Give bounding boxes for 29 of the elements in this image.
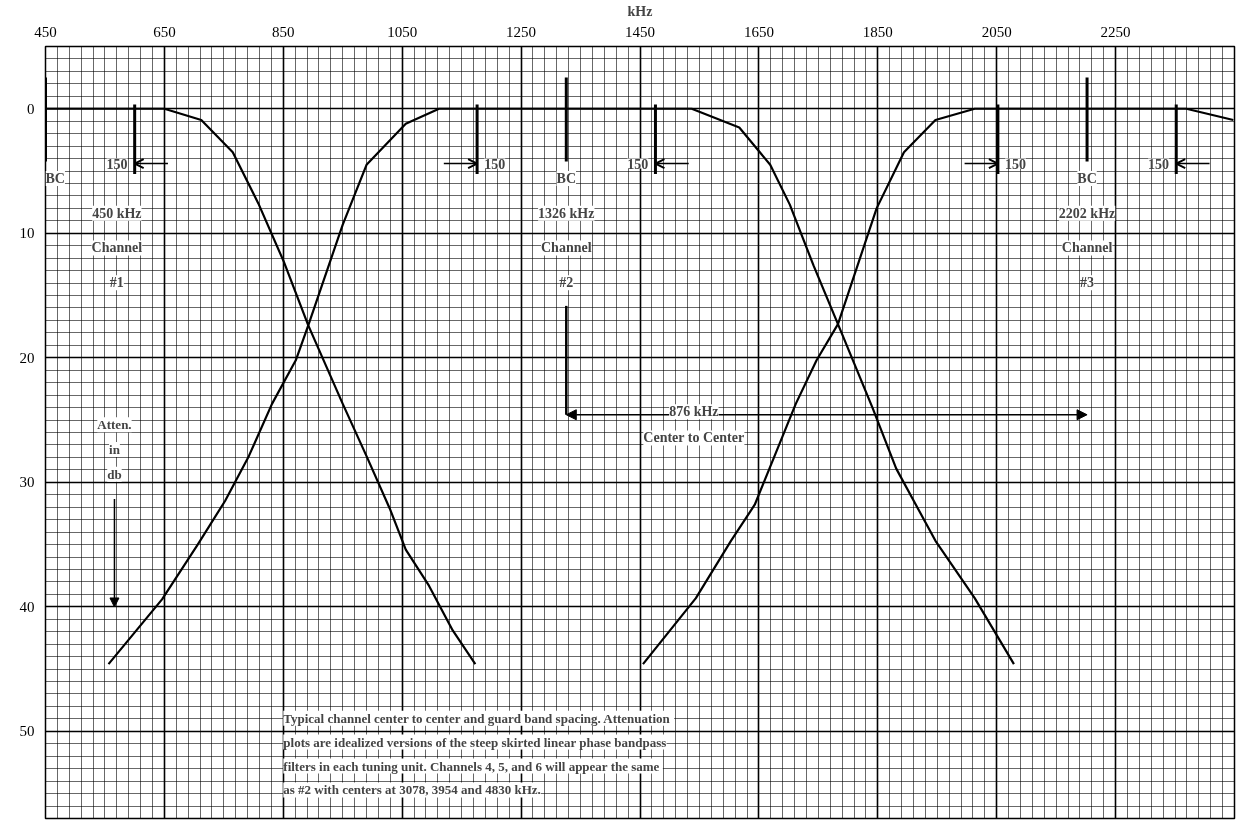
text: BC 2202 kHz Channel #3 (1058, 171, 1116, 291)
y-axis-title: Atten. in db (97, 417, 132, 482)
y-tick-label: 20 (19, 349, 35, 366)
x-tick-label: 2250 (1100, 23, 1131, 40)
x-axis-title: kHz (627, 3, 653, 19)
text: BC 450 kHz Channel #1 (45, 171, 143, 291)
x-tick-label: 1650 (743, 23, 774, 40)
x-tick-label: 450 (34, 23, 57, 40)
annotation: Typical channel center to center and guard band spacing. Attenuation plots are idealized versions of the steep skirted linear phase bandpass filters in each tuning unit. Channels 4, 5, and 6 will appear the same as #2 with centers at 3078, 3954 and 4830 kHz. (283, 710, 671, 798)
x-tick-label: 1050 (387, 23, 418, 40)
y-tick-label: 50 (19, 723, 35, 740)
annotation: 150 (1148, 156, 1170, 172)
y-tick-label: 0 (27, 100, 35, 117)
y-tick-label: 10 (19, 225, 35, 242)
annotation: Center to Center (643, 430, 745, 446)
y-tick-label: 30 (19, 474, 35, 491)
text: BC 1326 kHz Channel #2 (538, 171, 595, 291)
annotation: 876 kHz (669, 404, 719, 420)
annotation: 150 (106, 156, 128, 172)
x-tick-label: 850 (272, 23, 295, 40)
annotation: 150 (627, 156, 649, 172)
x-tick-label: 2050 (981, 23, 1012, 40)
x-tick-label: 1250 (506, 23, 537, 40)
y-tick-label: 40 (19, 598, 35, 615)
annotation: 150 (484, 156, 506, 172)
x-tick-label: 650 (153, 23, 176, 40)
annotation: 150 (1005, 156, 1027, 172)
x-tick-label: 1850 (862, 23, 893, 40)
x-tick-label: 1450 (625, 23, 655, 40)
